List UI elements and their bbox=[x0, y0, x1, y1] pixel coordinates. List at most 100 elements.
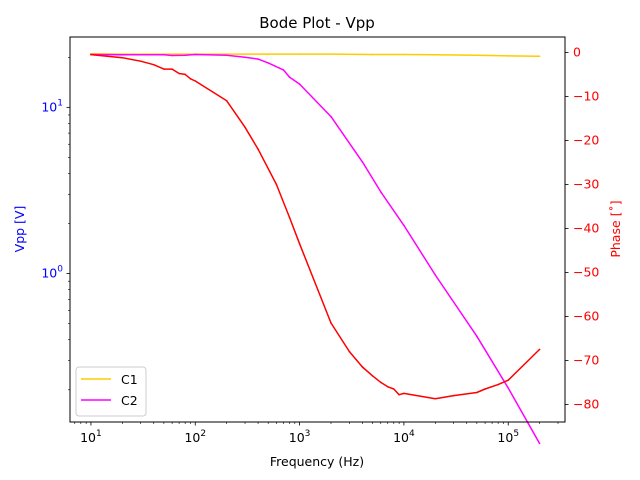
data-point-phase bbox=[163, 68, 165, 70]
x-tick-label-exp: 2 bbox=[200, 429, 206, 439]
x-tick-label: 105 bbox=[497, 429, 519, 445]
chart-title: Bode Plot - Vpp bbox=[259, 14, 375, 32]
x-tick-label-exp: 1 bbox=[96, 429, 102, 439]
data-point-phase bbox=[257, 148, 259, 150]
data-point-c2 bbox=[361, 161, 364, 163]
left-tick-label-exp: 0 bbox=[57, 265, 63, 275]
data-point-c1 bbox=[507, 55, 510, 57]
x-tick-label: 103 bbox=[289, 429, 311, 445]
x-tick-label: 104 bbox=[393, 429, 415, 445]
right-tick-label: −40 bbox=[573, 220, 599, 235]
data-point-c2 bbox=[184, 54, 186, 56]
left-tick-label-base: 10 bbox=[41, 99, 57, 114]
data-point-c1 bbox=[267, 53, 270, 55]
data-point-phase bbox=[538, 348, 541, 351]
data-point-phase bbox=[152, 63, 155, 66]
data-point-c2 bbox=[171, 54, 173, 57]
right-axis-label: Phase [˚] bbox=[608, 200, 623, 257]
x-tick-label: 101 bbox=[80, 429, 102, 445]
data-point-phase bbox=[393, 388, 395, 390]
data-point-c1 bbox=[330, 53, 332, 55]
data-point-c1 bbox=[403, 53, 405, 56]
right-tick-label: −60 bbox=[573, 308, 599, 323]
data-point-phase bbox=[403, 392, 405, 395]
data-point-c2 bbox=[330, 115, 332, 118]
x-axis-ticks: 101 102 103 104 105 bbox=[74, 422, 559, 445]
data-point-c2 bbox=[121, 54, 124, 56]
legend-label-c2: C2 bbox=[121, 393, 138, 408]
right-tick-label: −50 bbox=[573, 264, 599, 279]
legend-label-c1: C1 bbox=[121, 372, 138, 387]
right-tick-label: 0 bbox=[573, 44, 581, 59]
data-point-c2 bbox=[288, 76, 291, 78]
left-tick-label-exp: 1 bbox=[57, 98, 63, 108]
data-point-phase bbox=[171, 68, 173, 70]
x-tick-label-base: 10 bbox=[289, 430, 305, 445]
data-point-phase bbox=[371, 375, 374, 377]
data-point-phase bbox=[507, 379, 510, 382]
data-point-phase bbox=[497, 383, 499, 386]
left-tick-label: 101 bbox=[41, 98, 63, 114]
data-point-c2 bbox=[298, 83, 301, 85]
data-point-phase bbox=[90, 53, 92, 56]
right-tick-label: −30 bbox=[573, 176, 599, 191]
data-point-phase bbox=[244, 126, 246, 128]
data-point-phase bbox=[361, 366, 364, 368]
data-point-c2 bbox=[257, 58, 259, 60]
left-tick-label: 100 bbox=[41, 265, 63, 281]
legend: C1 C2 bbox=[75, 366, 147, 417]
data-point-phase bbox=[484, 388, 486, 390]
data-point-c2 bbox=[194, 53, 197, 56]
plot-frame bbox=[69, 36, 566, 423]
series-line-c1 bbox=[90, 53, 540, 57]
data-point-c2 bbox=[225, 54, 228, 56]
data-point-phase bbox=[139, 60, 142, 62]
data-point-phase bbox=[380, 381, 382, 384]
data-point-phase bbox=[348, 350, 351, 353]
data-point-c2 bbox=[403, 224, 405, 227]
left-tick-label-base: 10 bbox=[41, 266, 57, 281]
data-point-c2 bbox=[507, 387, 510, 389]
left-axis-label: Vpp [V] bbox=[12, 206, 27, 253]
data-point-c1 bbox=[298, 53, 301, 55]
right-axis-ticks: 0 −10 −20 −30 −40 −50 −60 −70 −80 bbox=[565, 44, 599, 411]
data-point-phase bbox=[387, 386, 389, 388]
series-layer bbox=[90, 53, 541, 445]
x-tick-label: 102 bbox=[184, 429, 206, 445]
series-line-phase bbox=[90, 53, 541, 400]
right-tick-label: −70 bbox=[573, 352, 599, 367]
data-point-phase bbox=[288, 216, 291, 219]
right-tick-label: −10 bbox=[573, 88, 599, 103]
data-point-phase bbox=[194, 80, 197, 82]
data-point-phase bbox=[275, 183, 278, 186]
data-point-c1 bbox=[371, 53, 374, 56]
x-axis-label: Frequency (Hz) bbox=[270, 454, 364, 469]
x-tick-label-base: 10 bbox=[80, 430, 96, 445]
data-point-phase bbox=[330, 322, 332, 324]
data-point-phase bbox=[184, 73, 186, 76]
data-point-c2 bbox=[538, 442, 541, 445]
x-tick-label-exp: 5 bbox=[513, 429, 519, 439]
data-point-phase bbox=[298, 243, 301, 245]
data-point-c1 bbox=[434, 54, 437, 56]
data-point-c2 bbox=[244, 56, 246, 59]
data-point-phase bbox=[178, 72, 180, 75]
data-point-c1 bbox=[538, 55, 541, 57]
data-point-phase bbox=[225, 100, 228, 102]
x-tick-label-exp: 4 bbox=[409, 429, 415, 439]
data-point-c2 bbox=[434, 274, 437, 276]
data-point-phase bbox=[476, 391, 478, 394]
data-point-c2 bbox=[380, 191, 382, 193]
right-tick-label: −80 bbox=[573, 396, 599, 411]
data-point-c2 bbox=[267, 62, 270, 64]
x-tick-label-base: 10 bbox=[393, 430, 409, 445]
data-point-phase bbox=[434, 397, 437, 400]
data-point-phase bbox=[452, 394, 455, 397]
data-point-c2 bbox=[163, 54, 165, 56]
data-point-phase bbox=[189, 78, 192, 80]
data-point-c1 bbox=[476, 54, 478, 56]
x-tick-label-base: 10 bbox=[184, 430, 200, 445]
data-point-c2 bbox=[282, 69, 285, 71]
